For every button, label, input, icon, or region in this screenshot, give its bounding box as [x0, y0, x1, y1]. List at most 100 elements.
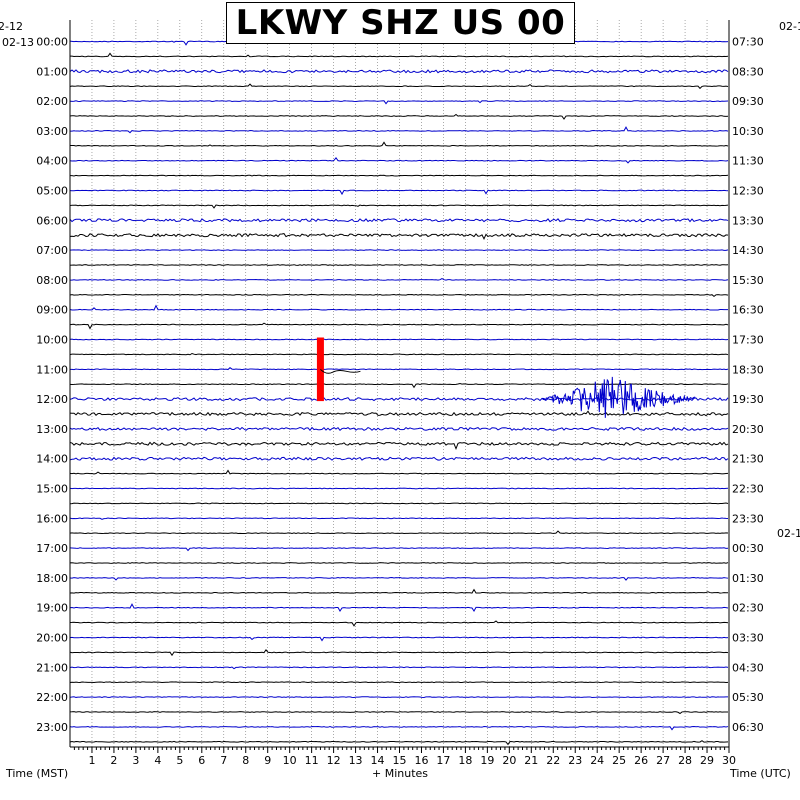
left-hour-label: 01:00	[36, 65, 68, 78]
left-hour-label: 17:00	[36, 542, 68, 555]
left-hour-label: 23:00	[36, 721, 68, 734]
x-tick-label: 19	[480, 754, 494, 767]
trace-line	[69, 502, 729, 505]
right-hour-label: 10:30	[732, 125, 764, 138]
left-hour-label: 19:00	[36, 602, 68, 615]
right-hour-label: 12:30	[732, 185, 764, 198]
left-hour-label: 05:00	[36, 185, 68, 198]
right-hour-label: 19:30	[732, 393, 764, 406]
left-hour-label: 03:00	[36, 125, 68, 138]
left-hour-labels: 00:00 01:00 02:00 03:00 04:00 05:00 06:00 07:00…	[36, 36, 68, 734]
right-date-mid: 02-1	[777, 527, 800, 540]
x-tick-label: 30	[722, 754, 736, 767]
right-hour-label: 23:30	[732, 512, 764, 525]
trace-line	[69, 249, 729, 251]
x-tick-label: 27	[656, 754, 670, 767]
trace-line	[69, 426, 729, 432]
trace-line	[69, 726, 729, 731]
right-hour-label: 21:30	[732, 453, 764, 466]
x-tick-label: 3	[132, 754, 139, 767]
left-hour-label: 09:00	[36, 304, 68, 317]
trace-line	[69, 352, 729, 356]
right-hour-label: 00:30	[732, 542, 764, 555]
right-hour-label: 11:30	[732, 155, 764, 168]
trace-line	[69, 397, 729, 402]
trace-line	[70, 52, 729, 58]
right-hour-label: 02:30	[732, 602, 764, 615]
x-tick-label: 13	[349, 754, 363, 767]
x-tick-label: 17	[436, 754, 450, 767]
x-tick-label: 7	[220, 754, 227, 767]
x-tick-label: 26	[634, 754, 648, 767]
x-axis-label: + Minutes	[372, 767, 428, 780]
x-tick-label: 21	[524, 754, 538, 767]
left-hour-label: 07:00	[36, 244, 68, 257]
left-hour-label: 18:00	[36, 572, 68, 585]
trace-line	[69, 126, 729, 134]
right-hour-label: 20:30	[732, 423, 764, 436]
x-tick-label: 8	[242, 754, 249, 767]
left-hour-label: 16:00	[36, 512, 68, 525]
trace-lines	[69, 40, 729, 746]
trace-line	[69, 517, 729, 520]
x-tick-label: 23	[568, 754, 582, 767]
right-hour-label: 05:30	[732, 691, 764, 704]
left-hour-label: 06:00	[36, 214, 68, 227]
x-tick-label: 16	[414, 754, 428, 767]
right-hour-labels: 07:30 08:30 09:30 10:30 11:30 12:30 13:30 14:30…	[732, 36, 764, 734]
x-tick-label: 4	[154, 754, 161, 767]
right-hour-label: 08:30	[732, 65, 764, 78]
trace-line	[69, 456, 729, 461]
right-hour-label: 17:30	[732, 334, 764, 347]
x-tick-label: 5	[176, 754, 183, 767]
left-date: 02-13	[2, 36, 34, 49]
trace-line	[69, 410, 729, 417]
trace-line	[69, 588, 729, 594]
x-tick-label: 22	[546, 754, 560, 767]
trace-line	[69, 322, 729, 330]
trace-line	[69, 382, 729, 389]
trace-line	[69, 603, 729, 613]
left-hour-label: 08:00	[36, 274, 68, 287]
trace-line	[69, 141, 729, 147]
trace-line	[69, 441, 729, 451]
trace-line	[69, 547, 729, 552]
trace-line	[69, 681, 729, 684]
right-hour-label: 04:30	[732, 661, 764, 674]
left-hour-label: 15:00	[36, 483, 68, 496]
trace-line	[69, 204, 729, 209]
right-hour-label: 03:30	[732, 632, 764, 645]
trace-line	[69, 740, 729, 746]
x-tick-label: 12	[327, 754, 341, 767]
right-hour-label: 16:30	[732, 304, 764, 317]
trace-line	[69, 264, 729, 266]
right-hour-label: 18:30	[732, 363, 764, 376]
x-tick-label: 14	[371, 754, 385, 767]
left-hour-label: 21:00	[36, 661, 68, 674]
x-tick-label: 6	[198, 754, 205, 767]
x-tick-label: 2	[110, 754, 117, 767]
trace-line	[69, 113, 729, 120]
x-tick-label: 9	[264, 754, 271, 767]
trace-line	[69, 562, 729, 564]
right-hour-label: 07:30	[732, 36, 764, 49]
trace-line	[69, 338, 729, 341]
earthquake-waveform	[541, 376, 696, 418]
right-hour-label: 14:30	[732, 244, 764, 257]
trace-line	[69, 156, 729, 164]
right-hour-label: 13:30	[732, 214, 764, 227]
right-hour-label: 15:30	[732, 274, 764, 287]
station-title: LKWY SHZ US 00	[235, 3, 566, 43]
trace-line	[69, 666, 729, 670]
trace-line	[69, 174, 729, 177]
trace-line	[69, 100, 729, 105]
left-hour-label: 02:00	[36, 95, 68, 108]
left-hour-label: 00:00	[36, 36, 68, 49]
left-axis-label: Time (MST)	[5, 767, 68, 780]
left-hour-label: 04:00	[36, 155, 68, 168]
left-hour-label: 20:00	[36, 632, 68, 645]
left-hour-label: 11:00	[36, 363, 68, 376]
x-tick-label: 20	[502, 754, 516, 767]
x-tick-label: 1	[88, 754, 95, 767]
